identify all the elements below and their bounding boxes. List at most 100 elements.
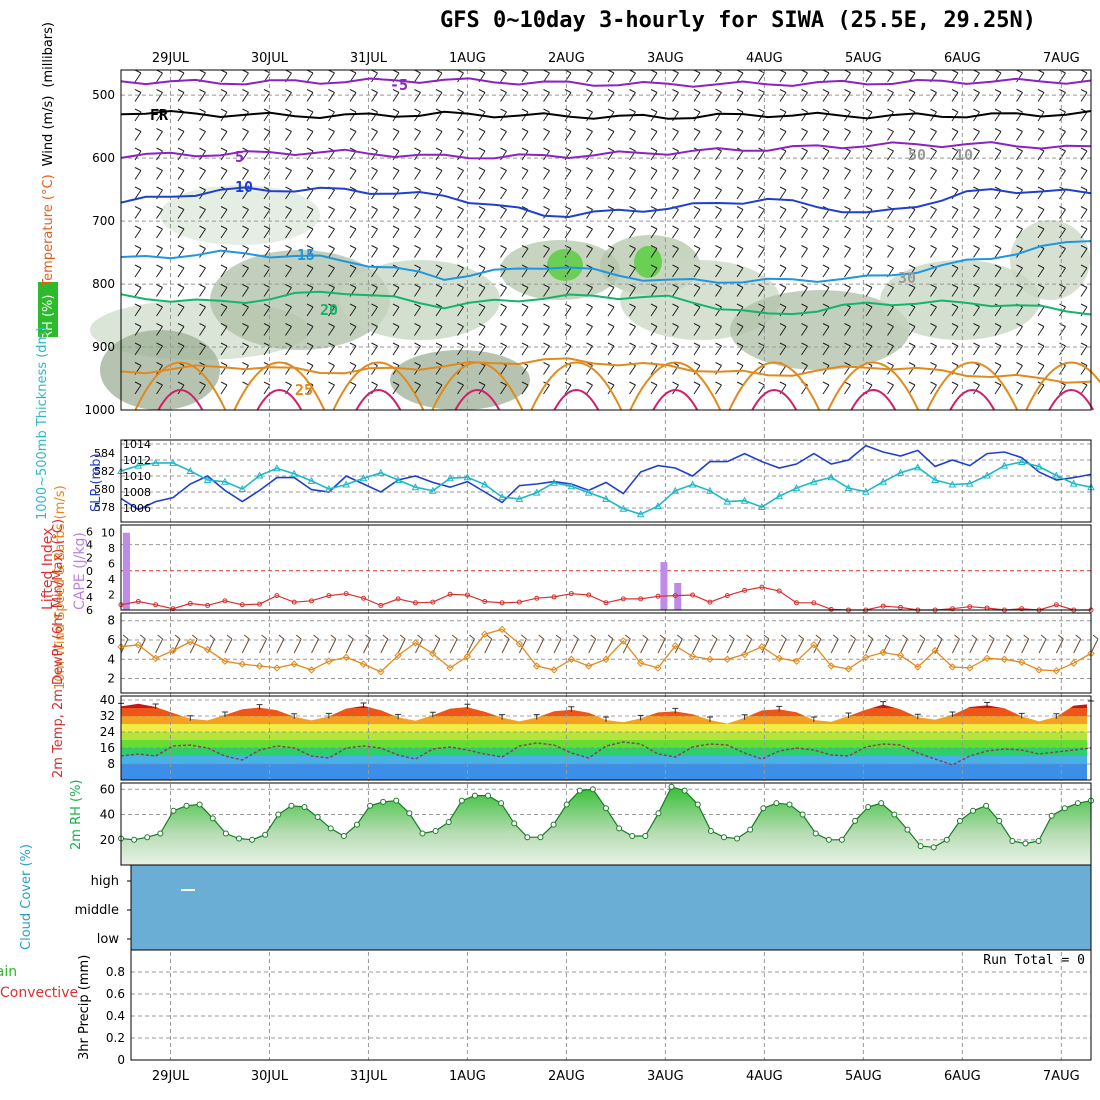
wind-barb	[672, 89, 679, 102]
wind-barb	[478, 225, 486, 239]
wind-10m-barb	[1021, 634, 1030, 654]
wind-barb	[1037, 69, 1045, 83]
wind-speed-point	[221, 657, 229, 665]
wind-barb	[220, 284, 228, 297]
wind-barb	[349, 245, 357, 258]
wind-barb	[564, 128, 572, 141]
wind-speed-point	[186, 638, 194, 646]
wind-barb	[994, 362, 1002, 375]
wind-10m-barb	[449, 634, 458, 654]
lifted-index-point	[724, 593, 730, 599]
wind-barb	[887, 381, 894, 395]
rh-point	[1074, 800, 1081, 807]
rh-point	[773, 800, 780, 807]
wind-barb	[328, 128, 335, 141]
lifted-index-point	[759, 584, 765, 590]
thickness-marker	[758, 502, 766, 510]
temp-ytick-2: 24	[100, 725, 115, 739]
thickness-marker	[1000, 461, 1009, 469]
frame-layer	[38, 69, 1092, 1061]
wind-barb	[844, 128, 851, 141]
wind-10m-barb	[518, 634, 527, 654]
wind-barb	[930, 225, 937, 239]
wind-10m-barb	[1003, 634, 1012, 654]
contour-label-9: 10	[955, 146, 973, 164]
lifted-index-point	[291, 599, 297, 605]
wind-barb	[650, 264, 658, 278]
wind-10m-barb	[640, 634, 649, 654]
precip-ytick-1: 0.2	[106, 1031, 125, 1045]
wind-barb	[1080, 264, 1088, 278]
wind-barb	[801, 323, 808, 336]
wind-barb	[736, 186, 744, 200]
wind-barb	[1016, 284, 1023, 297]
wind-10m-barb	[293, 634, 302, 654]
wind-barb	[564, 108, 572, 122]
wind-barb	[693, 206, 701, 219]
wind-barb	[543, 303, 550, 317]
wind-barb	[328, 342, 335, 356]
thk-ytick-3: 584	[94, 447, 115, 460]
rh-point	[917, 843, 924, 850]
wind-barb	[371, 342, 378, 356]
wind-barb	[629, 128, 636, 141]
wind-speed-point	[307, 666, 316, 674]
rh-point	[406, 810, 413, 817]
wind-barb	[521, 342, 529, 356]
wind-barb	[457, 147, 464, 161]
rh-point	[367, 802, 374, 809]
li-ytick-5: 4	[86, 591, 93, 604]
date-bottom-0: 29JUL	[152, 1069, 190, 1084]
lifted-index-point	[343, 591, 349, 597]
rh-point	[157, 830, 164, 837]
temp-minmax	[637, 714, 644, 721]
wind-barb	[371, 206, 378, 219]
wind-barb	[865, 167, 873, 180]
lifted-index-point	[464, 592, 470, 598]
date-top-5: 3AUG	[647, 51, 684, 66]
temp-minmax	[499, 714, 506, 720]
run-total: Run Total = 0	[983, 953, 1085, 968]
wind-barb	[822, 167, 830, 180]
wind-barb	[543, 167, 550, 180]
wind-barb	[220, 362, 228, 375]
wind-barb	[994, 128, 1002, 141]
series-slp	[120, 444, 1092, 511]
wind-barb	[500, 147, 507, 161]
rh-point	[878, 800, 885, 807]
wind-barb	[908, 108, 916, 122]
wind-barb	[478, 89, 486, 102]
temp-minmax	[256, 704, 263, 710]
wind-barb	[392, 245, 400, 258]
temp-minmax	[949, 711, 956, 717]
wind-barb	[865, 323, 873, 336]
wind-barb	[607, 206, 615, 219]
contour-30-loop	[728, 361, 821, 411]
wind-barb	[672, 284, 679, 297]
ua-ytick-600: 600	[92, 151, 115, 165]
wind-barb	[629, 264, 636, 278]
temp-band-5	[121, 724, 1087, 732]
thickness-marker	[186, 466, 195, 474]
temp-minmax	[291, 713, 298, 719]
wind-10m-barb	[1038, 634, 1047, 654]
wind-barb	[930, 245, 937, 258]
wind-barb	[693, 362, 701, 375]
wind-barb	[887, 147, 894, 161]
wind-barb	[607, 342, 615, 356]
rh-point	[825, 836, 832, 843]
wind-barb	[199, 284, 206, 297]
contour-20	[120, 290, 1092, 316]
wind-barb	[435, 323, 443, 336]
wind-barb	[392, 323, 400, 336]
wind-barb	[607, 303, 615, 317]
lifted-index-point	[482, 599, 488, 604]
li-ylabel: Lifted Index	[40, 528, 56, 610]
wind-speed-point	[827, 662, 835, 670]
wind-speed-point	[342, 653, 350, 662]
wind-10m-barb	[224, 634, 233, 654]
rh-point	[603, 805, 609, 812]
wind-barb	[994, 147, 1002, 161]
wind-speed-point	[671, 642, 679, 650]
wind-ytick-2: 6	[107, 633, 115, 647]
